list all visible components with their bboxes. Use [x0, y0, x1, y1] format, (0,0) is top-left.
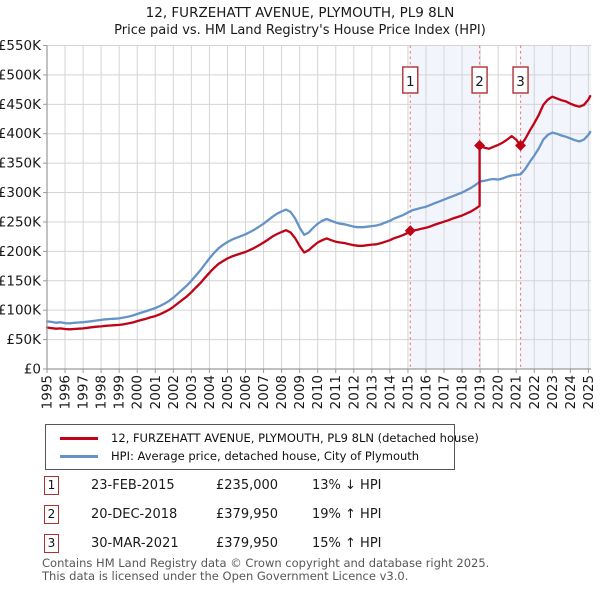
- sale-row-2: 2 20-DEC-2018 £379,950 19% ↑ HPI: [44, 504, 564, 524]
- sale-price-1: £235,000: [216, 477, 279, 493]
- legend-item-property: 12, FURZEHATT AVENUE, PLYMOUTH, PL9 8LN …: [46, 429, 479, 447]
- svg-text:£100K: £100K: [0, 303, 42, 319]
- page-title: 12, FURZEHATT AVENUE, PLYMOUTH, PL9 8LN: [145, 5, 455, 21]
- svg-text:2021: 2021: [509, 375, 525, 409]
- svg-text:£250K: £250K: [0, 214, 42, 230]
- svg-text:£500K: £500K: [0, 67, 42, 83]
- sale-number-badge-2: 2: [44, 504, 59, 524]
- svg-text:2020: 2020: [491, 375, 507, 409]
- svg-text:2003: 2003: [184, 375, 200, 409]
- legend-label-property: 12, FURZEHATT AVENUE, PLYMOUTH, PL9 8LN …: [111, 431, 479, 445]
- svg-text:1: 1: [406, 74, 415, 90]
- svg-text:£200K: £200K: [0, 244, 42, 260]
- svg-text:2002: 2002: [166, 375, 182, 409]
- sale-date-2: 20-DEC-2018: [91, 506, 178, 522]
- svg-text:2004: 2004: [202, 375, 218, 409]
- license-footer: Contains HM Land Registry data © Crown c…: [42, 557, 489, 582]
- svg-text:2019: 2019: [473, 375, 489, 409]
- sale-row-3: 3 30-MAR-2021 £379,950 15% ↑ HPI: [44, 533, 564, 553]
- svg-text:2025: 2025: [581, 375, 597, 409]
- sale-price-2: £379,950: [216, 506, 279, 522]
- legend-item-hpi: HPI: Average price, detached house, City…: [46, 447, 454, 465]
- svg-text:2023: 2023: [545, 375, 561, 409]
- sale-row-1: 1 23-FEB-2015 £235,000 13% ↓ HPI: [44, 475, 564, 495]
- sale-hpi-diff-3: 15% ↑ HPI: [312, 535, 382, 551]
- svg-text:£0: £0: [24, 362, 41, 378]
- svg-text:2005: 2005: [220, 375, 236, 409]
- price-history-chart: £0 £50K £100K £150K £200K £250K £300K £350K £400…: [0, 38, 597, 409]
- svg-text:£400K: £400K: [0, 126, 42, 142]
- sale-hpi-diff-1: 13% ↓ HPI: [312, 477, 382, 493]
- blue-line-swatch: [60, 454, 98, 458]
- svg-text:2013: 2013: [364, 375, 380, 409]
- legend-label-hpi: HPI: Average price, detached house, City…: [111, 449, 420, 463]
- svg-text:1998: 1998: [94, 375, 110, 409]
- svg-text:2014: 2014: [382, 375, 398, 409]
- svg-text:2007: 2007: [256, 375, 272, 409]
- svg-text:2024: 2024: [563, 375, 579, 409]
- svg-text:2006: 2006: [238, 375, 254, 409]
- svg-text:2015: 2015: [400, 375, 416, 409]
- svg-text:1996: 1996: [58, 375, 74, 409]
- svg-text:1997: 1997: [76, 375, 92, 409]
- page-subtitle: Price paid vs. HM Land Registry's House …: [114, 23, 486, 38]
- svg-text:2001: 2001: [148, 375, 164, 409]
- svg-text:3: 3: [516, 74, 525, 90]
- svg-text:2017: 2017: [437, 375, 453, 409]
- svg-text:£450K: £450K: [0, 97, 42, 113]
- svg-text:2: 2: [475, 74, 484, 90]
- legend: 12, FURZEHATT AVENUE, PLYMOUTH, PL9 8LN …: [45, 424, 479, 470]
- footer-line-1: Contains HM Land Registry data © Crown c…: [42, 556, 490, 570]
- svg-text:2016: 2016: [418, 375, 434, 409]
- sale-hpi-diff-2: 19% ↑ HPI: [312, 506, 382, 522]
- svg-text:2011: 2011: [328, 375, 344, 409]
- sale-number-badge-1: 1: [44, 475, 59, 495]
- svg-text:£150K: £150K: [0, 273, 42, 289]
- svg-text:£550K: £550K: [0, 38, 42, 54]
- svg-text:2022: 2022: [527, 375, 543, 409]
- red-line-swatch: [60, 436, 98, 440]
- svg-text:2009: 2009: [292, 375, 308, 409]
- svg-text:1995: 1995: [40, 375, 56, 409]
- svg-text:2012: 2012: [346, 375, 362, 409]
- svg-text:1999: 1999: [112, 375, 128, 409]
- svg-text:2010: 2010: [310, 375, 326, 409]
- svg-text:£50K: £50K: [6, 332, 42, 348]
- sale-price-3: £379,950: [216, 535, 279, 551]
- sale-number-badge-3: 3: [44, 533, 59, 553]
- svg-text:£350K: £350K: [0, 156, 42, 172]
- sale-date-1: 23-FEB-2015: [91, 477, 175, 493]
- svg-text:£300K: £300K: [0, 185, 42, 201]
- sale-date-3: 30-MAR-2021: [91, 535, 179, 551]
- svg-text:2018: 2018: [455, 375, 471, 409]
- svg-text:2000: 2000: [130, 375, 146, 409]
- svg-text:2008: 2008: [274, 375, 290, 409]
- footer-line-2: This data is licensed under the Open Gov…: [42, 568, 409, 583]
